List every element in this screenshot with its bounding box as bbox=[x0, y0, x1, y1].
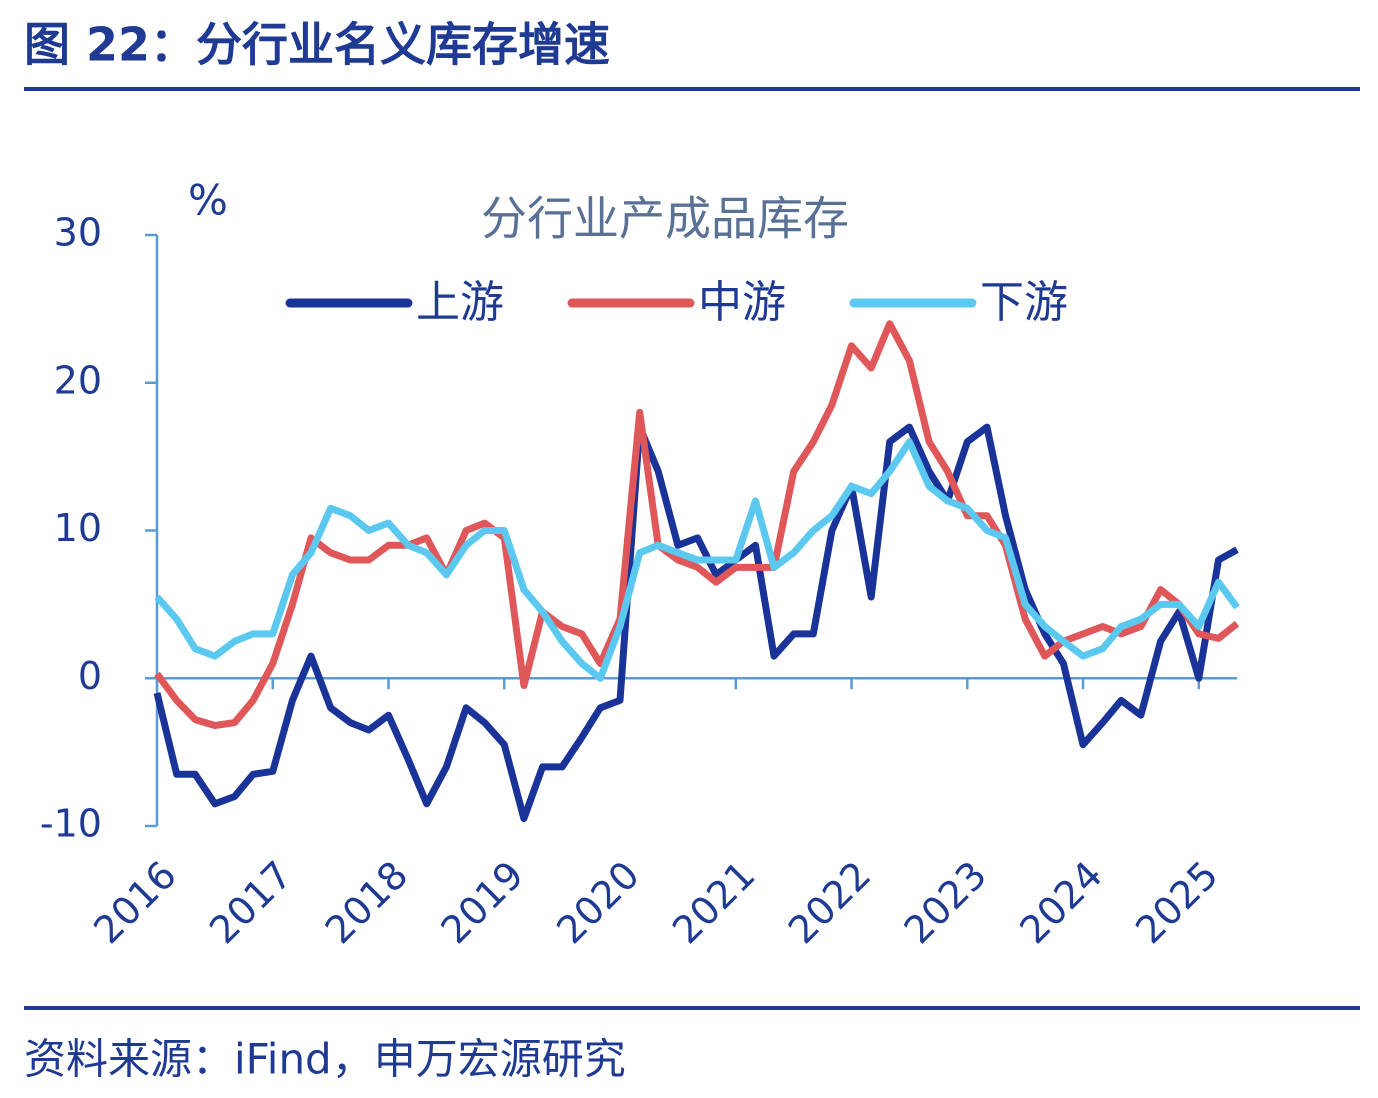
y-tick-label: 10 bbox=[54, 506, 102, 550]
x-tick-label: 2022 bbox=[780, 853, 880, 953]
y-tick-label: 20 bbox=[54, 358, 102, 402]
series-line bbox=[153, 423, 1239, 823]
y-axis-label: % bbox=[188, 176, 228, 225]
x-tick-label: 2023 bbox=[896, 853, 996, 953]
x-tick-label: 2024 bbox=[1011, 853, 1111, 953]
x-tick-label: 2019 bbox=[433, 853, 533, 953]
x-tick-label: 2018 bbox=[317, 853, 417, 953]
x-tick-label: 2020 bbox=[548, 853, 648, 953]
y-tick-label: 30 bbox=[54, 211, 102, 255]
x-tick-label: 2017 bbox=[201, 853, 301, 953]
legend-label: 上游 bbox=[416, 277, 504, 328]
x-tick-label: 2016 bbox=[85, 853, 185, 953]
source-note: 资料来源：iFind，申万宏源研究 bbox=[24, 1035, 626, 1084]
chart-title: 分行业产成品库存 bbox=[481, 192, 849, 246]
figure-title: 图 22：分行业名义库存增速 bbox=[24, 18, 610, 72]
x-tick-label: 2025 bbox=[1127, 853, 1227, 953]
series-line bbox=[154, 320, 1240, 729]
y-tick-label: 0 bbox=[78, 654, 102, 698]
legend-label: 下游 bbox=[980, 277, 1068, 328]
legend-label: 中游 bbox=[698, 277, 786, 328]
series-line bbox=[154, 438, 1240, 682]
y-tick-label: -10 bbox=[40, 802, 102, 846]
x-tick-label: 2021 bbox=[664, 853, 764, 953]
